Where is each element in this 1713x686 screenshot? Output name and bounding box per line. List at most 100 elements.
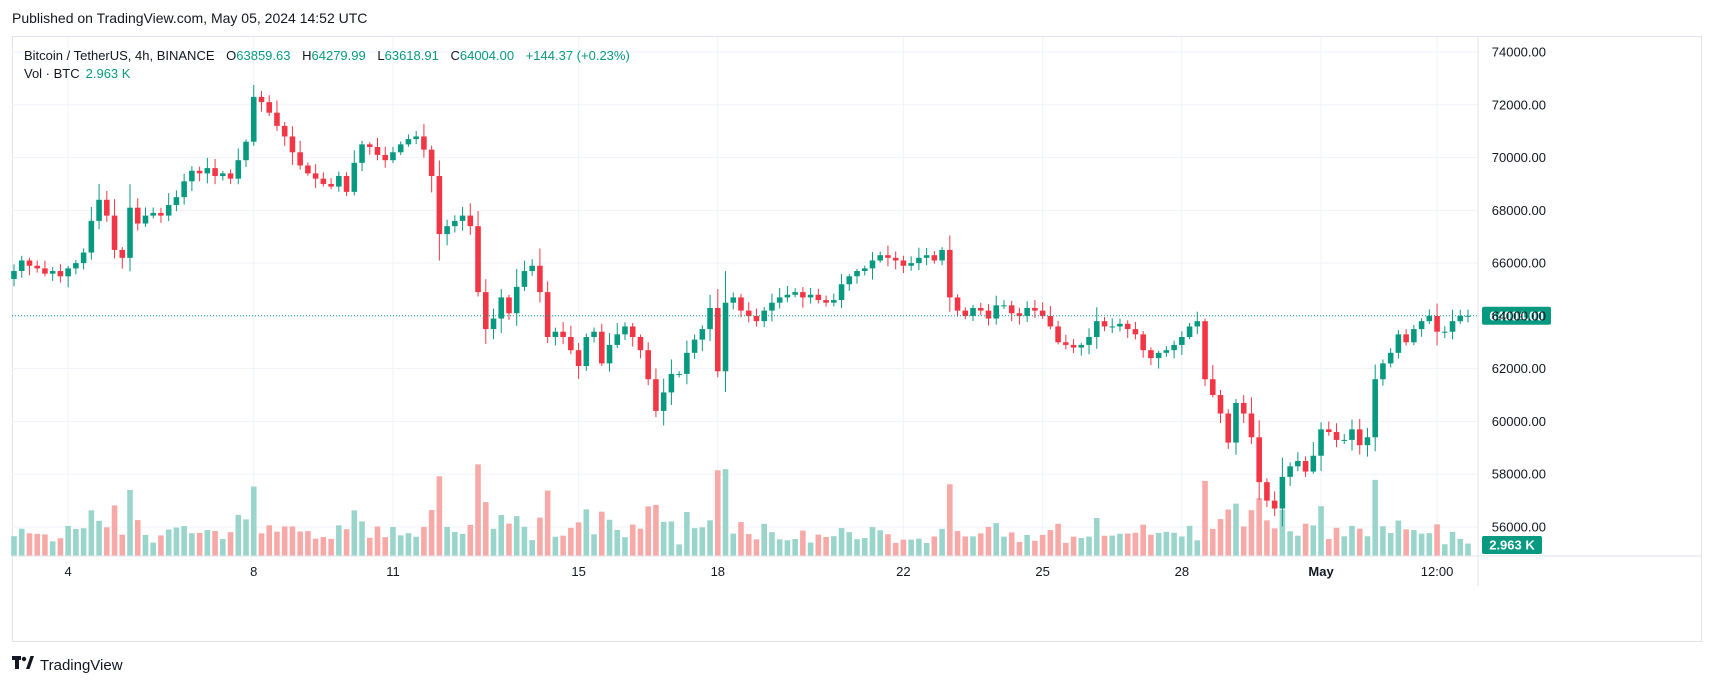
candle-body <box>452 221 458 226</box>
volume-bar <box>1388 533 1394 556</box>
candle-body <box>236 160 242 178</box>
candle-body <box>769 303 775 311</box>
volume-bar <box>42 534 48 556</box>
candle-body <box>1218 395 1224 413</box>
candle-body <box>483 292 489 329</box>
candle-body <box>34 266 40 269</box>
volume-label[interactable]: Vol · BTC <box>24 66 80 81</box>
x-tick-label: 22 <box>896 564 910 579</box>
volume-bar <box>877 530 883 556</box>
volume-bar <box>1017 542 1023 556</box>
volume-bar <box>150 543 156 556</box>
low-value: 63618.91 <box>385 48 439 63</box>
volume-bar <box>266 525 272 556</box>
candle-body <box>1156 353 1162 358</box>
volume-bar <box>1427 533 1433 556</box>
candle-body <box>746 311 752 316</box>
volume-bar <box>274 532 280 556</box>
candle-body <box>877 255 883 260</box>
volume-bar <box>1303 524 1309 556</box>
volume-bar <box>607 520 613 556</box>
candle-body <box>846 276 852 284</box>
candle-body <box>65 268 71 276</box>
volume-bar <box>344 529 350 556</box>
candle-body <box>1403 334 1409 342</box>
volume-bar <box>468 525 474 556</box>
candle-body <box>19 260 25 271</box>
volume-bar <box>483 502 489 556</box>
volume-bar <box>955 531 961 556</box>
candle-body <box>251 97 257 142</box>
candle-body <box>1427 316 1433 321</box>
volume-bar <box>452 532 458 556</box>
candle-body <box>297 152 303 165</box>
volume-bar <box>1434 524 1440 556</box>
candle-body <box>421 136 427 149</box>
candle-body <box>754 316 760 321</box>
volume-bar <box>413 537 419 556</box>
x-tick-label: 18 <box>711 564 725 579</box>
candle-body <box>1396 334 1402 352</box>
candle-body <box>800 292 806 297</box>
symbol-label[interactable]: Bitcoin / TetherUS, 4h, BINANCE <box>24 48 215 63</box>
candle-body <box>174 197 180 205</box>
volume-bar <box>614 530 620 556</box>
volume-bar <box>96 521 102 556</box>
ohlc-legend: Bitcoin / TetherUS, 4h, BINANCE O63859.6… <box>24 46 630 66</box>
volume-bar <box>1419 534 1425 556</box>
volume-bar <box>862 538 868 556</box>
volume-bar <box>1372 480 1378 556</box>
candle-body <box>576 350 582 366</box>
volume-bar <box>522 527 528 556</box>
candle-body <box>321 179 327 184</box>
candle-body <box>978 308 984 311</box>
candle-body <box>614 334 620 345</box>
volume-bar <box>1071 537 1077 556</box>
candle-body <box>537 266 543 292</box>
candle-body <box>529 266 535 271</box>
volume-bar <box>978 533 984 556</box>
volume-bar <box>576 522 582 556</box>
last-volume-label: 2.963 K <box>1489 538 1535 553</box>
volume-bar <box>19 529 25 556</box>
candle-body <box>816 295 822 300</box>
volume-bar <box>1125 534 1131 556</box>
volume-bar <box>1225 510 1231 556</box>
close-key: C <box>450 48 459 63</box>
tradingview-brand[interactable]: TradingView <box>12 656 123 674</box>
candle-body <box>166 205 172 216</box>
volume-bar <box>1009 532 1015 556</box>
candle-body <box>854 271 860 276</box>
volume-bar <box>916 539 922 556</box>
volume-bar <box>1264 520 1270 556</box>
candle-body <box>1372 379 1378 437</box>
volume-bar <box>58 538 64 556</box>
volume-bar <box>1442 544 1448 556</box>
volume-bar <box>761 524 767 556</box>
candle-body <box>305 165 311 173</box>
volume-bar <box>181 526 187 556</box>
candle-body <box>1094 321 1100 337</box>
volume-bar <box>321 537 327 556</box>
volume-bar <box>669 521 675 556</box>
volume-bar <box>939 529 945 556</box>
volume-bar <box>313 539 319 556</box>
candle-body <box>1457 316 1463 321</box>
volume-bar <box>529 540 535 556</box>
volume-bar <box>1048 530 1054 556</box>
volume-bar <box>785 540 791 556</box>
volume-bar <box>792 539 798 556</box>
candle-body <box>382 155 388 160</box>
volume-bar <box>1380 526 1386 556</box>
candle-body <box>560 332 566 337</box>
volume-bar <box>1117 534 1123 556</box>
volume-bar <box>638 529 644 556</box>
x-tick-label: 28 <box>1175 564 1189 579</box>
candle-body <box>715 308 721 371</box>
candle-body <box>738 297 744 310</box>
candle-body <box>1210 379 1216 395</box>
candle-body <box>119 250 125 258</box>
candle-body <box>893 258 899 261</box>
volume-bar <box>444 527 450 556</box>
